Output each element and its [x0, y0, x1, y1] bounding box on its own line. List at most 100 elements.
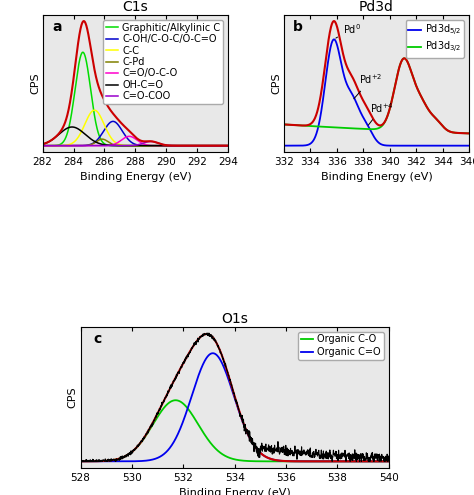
- Graphitic/Alkylinic C: [40, 143, 46, 148]
- C=O/O-C-O: [115, 140, 120, 146]
- Pd3d$_{3/2}$: [300, 123, 306, 129]
- Legend: Graphitic/Alkylinic C, C-OH/C-O-C/O-C=O, C-C, C-Pd, C=O/O-C-O, OH-C=O, C=O-COO: Graphitic/Alkylinic C, C-OH/C-O-C/O-C=O,…: [103, 20, 223, 104]
- C-Pd: [225, 143, 231, 148]
- Pd3d$_{5/2}$: [426, 143, 431, 148]
- Pd3d$_{5/2}$: [281, 143, 287, 148]
- Pd3d$_{3/2}$: [281, 121, 287, 127]
- Pd3d$_{5/2}$: [466, 143, 472, 148]
- Organic C=O: [118, 458, 124, 464]
- C-Pd: [59, 143, 64, 148]
- Pd3d$_{3/2}$: [363, 126, 368, 132]
- Organic C=O: [182, 415, 187, 421]
- C-C: [122, 143, 128, 148]
- Pd3d$_{3/2}$: [426, 107, 431, 113]
- Organic C-O: [130, 448, 136, 454]
- Organic C=O: [211, 350, 217, 356]
- OH-C=O: [122, 143, 128, 148]
- X-axis label: Binding Energy (eV): Binding Energy (eV): [320, 172, 432, 182]
- C=O-COO: [59, 143, 64, 148]
- Text: a: a: [52, 20, 62, 34]
- Text: Pd$^{+2}$: Pd$^{+2}$: [354, 73, 383, 99]
- C-OH/C-O-C/O-C=O: [59, 143, 64, 148]
- Pd3d$_{3/2}$: [356, 126, 362, 132]
- C=O/O-C-O: [127, 133, 132, 139]
- Line: Graphitic/Alkylinic C: Graphitic/Alkylinic C: [43, 52, 228, 146]
- C-OH/C-O-C/O-C=O: [185, 143, 191, 148]
- Graphitic/Alkylinic C: [185, 143, 191, 148]
- C-Pd: [40, 143, 46, 148]
- Title: O1s: O1s: [221, 311, 248, 326]
- Line: Pd3d$_{3/2}$: Pd3d$_{3/2}$: [284, 58, 469, 134]
- Graphitic/Alkylinic C: [188, 143, 194, 148]
- C-C: [185, 143, 191, 148]
- C=O-COO: [115, 143, 120, 148]
- Organic C=O: [246, 434, 252, 440]
- Organic C=O: [130, 458, 136, 464]
- Organic C-O: [386, 458, 392, 464]
- C-OH/C-O-C/O-C=O: [110, 118, 116, 124]
- Title: C1s: C1s: [122, 0, 148, 14]
- Title: Pd3d: Pd3d: [359, 0, 394, 14]
- Pd3d$_{3/2}$: [409, 69, 414, 75]
- C-OH/C-O-C/O-C=O: [122, 132, 128, 138]
- C=O/O-C-O: [59, 143, 64, 148]
- OH-C=O: [115, 143, 121, 148]
- Line: C-OH/C-O-C/O-C=O: C-OH/C-O-C/O-C=O: [43, 121, 228, 146]
- C=O-COO: [185, 143, 191, 148]
- OH-C=O: [69, 124, 75, 130]
- C-Pd: [115, 143, 121, 148]
- Organic C=O: [240, 419, 246, 425]
- Graphitic/Alkylinic C: [225, 143, 231, 148]
- Text: b: b: [293, 20, 303, 34]
- C=O/O-C-O: [121, 135, 127, 141]
- Pd3d$_{5/2}$: [300, 143, 306, 148]
- C-OH/C-O-C/O-C=O: [115, 122, 121, 128]
- C-Pd: [185, 143, 191, 148]
- Graphitic/Alkylinic C: [115, 143, 121, 148]
- Organic C-O: [240, 458, 246, 464]
- Pd3d$_{5/2}$: [409, 143, 414, 148]
- Line: OH-C=O: OH-C=O: [43, 127, 228, 146]
- X-axis label: Binding Energy (eV): Binding Energy (eV): [80, 172, 191, 182]
- C-Pd: [100, 136, 105, 142]
- Text: c: c: [93, 332, 101, 346]
- C-C: [115, 141, 121, 147]
- OH-C=O: [59, 129, 64, 135]
- OH-C=O: [185, 143, 191, 148]
- C-OH/C-O-C/O-C=O: [225, 143, 231, 148]
- C=O-COO: [40, 143, 46, 148]
- OH-C=O: [167, 143, 173, 148]
- Pd3d$_{5/2}$: [356, 106, 362, 112]
- Organic C=O: [386, 458, 392, 464]
- Text: Pd$^0$: Pd$^0$: [336, 22, 361, 38]
- C-C: [40, 143, 46, 148]
- C=O-COO: [167, 143, 173, 148]
- Line: C-Pd: C-Pd: [43, 139, 228, 146]
- OH-C=O: [40, 141, 46, 147]
- Organic C=O: [210, 350, 216, 356]
- OH-C=O: [188, 143, 194, 148]
- Line: Organic C=O: Organic C=O: [81, 353, 389, 461]
- C-C: [91, 107, 97, 113]
- C-OH/C-O-C/O-C=O: [167, 143, 173, 148]
- Pd3d$_{3/2}$: [429, 111, 435, 117]
- X-axis label: Binding Energy (eV): Binding Energy (eV): [179, 488, 291, 495]
- Line: C=O-COO: C=O-COO: [43, 142, 228, 146]
- Pd3d$_{3/2}$: [466, 131, 472, 137]
- C=O/O-C-O: [40, 143, 46, 148]
- C=O/O-C-O: [167, 143, 173, 148]
- Legend: Pd3d$_{5/2}$, Pd3d$_{3/2}$: Pd3d$_{5/2}$, Pd3d$_{3/2}$: [406, 20, 465, 58]
- C-OH/C-O-C/O-C=O: [40, 143, 46, 148]
- Organic C-O: [211, 445, 217, 450]
- Organic C-O: [173, 397, 179, 403]
- OH-C=O: [225, 143, 231, 148]
- Organic C-O: [118, 455, 124, 461]
- Text: Pd$^{+4}$: Pd$^{+4}$: [368, 101, 394, 125]
- Graphitic/Alkylinic C: [80, 50, 86, 55]
- Organic C=O: [78, 458, 83, 464]
- C=O/O-C-O: [185, 143, 191, 148]
- C=O-COO: [121, 143, 127, 148]
- Organic C-O: [182, 402, 188, 408]
- Line: Pd3d$_{5/2}$: Pd3d$_{5/2}$: [284, 40, 469, 146]
- Line: C-C: C-C: [43, 110, 228, 146]
